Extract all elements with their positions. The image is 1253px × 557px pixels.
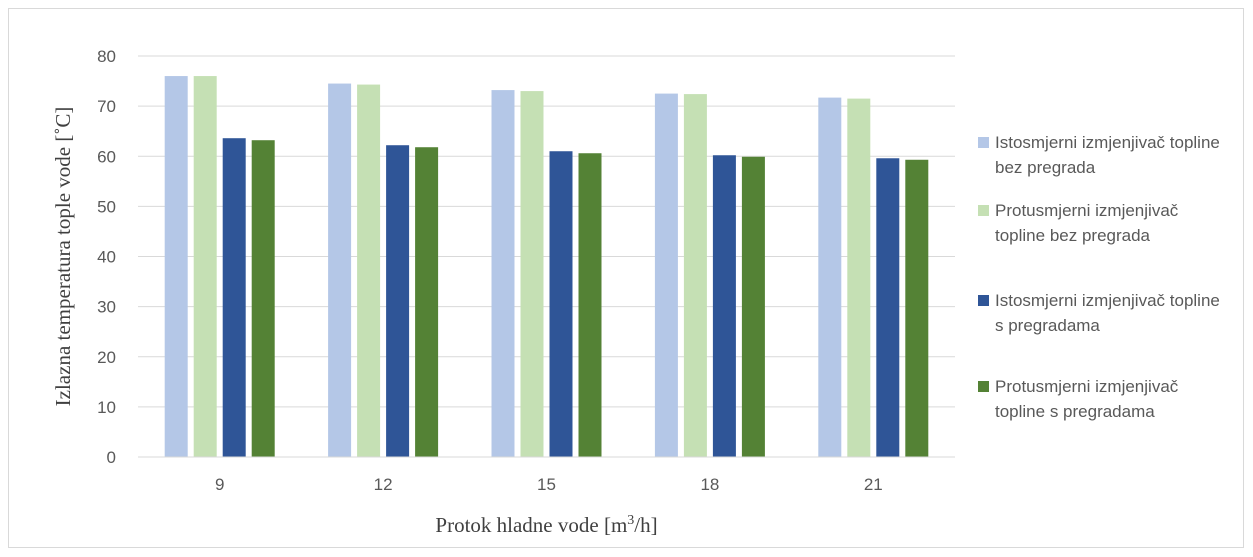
bar	[818, 97, 842, 457]
legend-swatch	[978, 381, 989, 392]
y-tick-label: 80	[97, 47, 116, 66]
y-tick-label: 20	[97, 348, 116, 367]
bar	[683, 94, 707, 457]
y-tick-label: 70	[97, 97, 116, 116]
legend-item: Istosmjerni izmjenjivač topline bez preg…	[978, 130, 1228, 180]
bars	[164, 76, 929, 458]
bar	[386, 145, 410, 457]
x-axis-title: Protok hladne vode [m3/h]	[435, 513, 657, 537]
bar	[712, 155, 736, 457]
bar	[578, 153, 602, 457]
bar	[415, 147, 439, 458]
x-tick-label: 12	[374, 475, 393, 494]
legend-label: Protusmjerni izmjenjivač topline s pregr…	[995, 377, 1179, 421]
legend-item: Protusmjerni izmjenjivač topline s pregr…	[978, 374, 1228, 424]
bar	[549, 151, 573, 458]
x-tick-labels: 9 12 15 18 21	[215, 475, 883, 494]
bar	[164, 76, 188, 458]
legend-label: Istosmjerni izmjenjivač topline s pregra…	[995, 291, 1220, 335]
y-tick-label: 40	[97, 248, 116, 267]
bar	[847, 98, 871, 457]
x-tick-label: 21	[864, 475, 883, 494]
y-tick-label: 60	[97, 147, 116, 166]
bar	[876, 158, 900, 457]
legend-label: Istosmjerni izmjenjivač topline bez preg…	[995, 133, 1220, 177]
legend-item: Protusmjerni izmjenjivač topline bez pre…	[978, 198, 1228, 248]
bar	[741, 156, 765, 457]
legend-label: Protusmjerni izmjenjivač topline bez pre…	[995, 201, 1179, 245]
y-tick-label: 10	[97, 398, 116, 417]
legend-item: Istosmjerni izmjenjivač topline s pregra…	[978, 288, 1228, 338]
y-tick-label: 30	[97, 298, 116, 317]
x-tick-label: 9	[215, 475, 224, 494]
bar	[328, 83, 352, 457]
y-axis-title: Izlazna temperatura tople vode [˚C]	[51, 107, 75, 407]
bar	[193, 76, 217, 458]
y-tick-label: 0	[107, 448, 116, 467]
bar	[251, 140, 275, 457]
legend-swatch	[978, 137, 989, 148]
y-tick-labels: 0 10 20 30 40 50 60 70 80	[97, 47, 116, 467]
bar	[491, 90, 515, 458]
bar	[905, 159, 929, 458]
bar	[357, 84, 381, 457]
bar	[654, 93, 678, 457]
y-tick-label: 50	[97, 197, 116, 216]
legend-swatch	[978, 295, 989, 306]
bar	[222, 138, 246, 457]
x-tick-label: 18	[700, 475, 719, 494]
bar	[520, 91, 544, 458]
legend-swatch	[978, 205, 989, 216]
x-tick-label: 15	[537, 475, 556, 494]
